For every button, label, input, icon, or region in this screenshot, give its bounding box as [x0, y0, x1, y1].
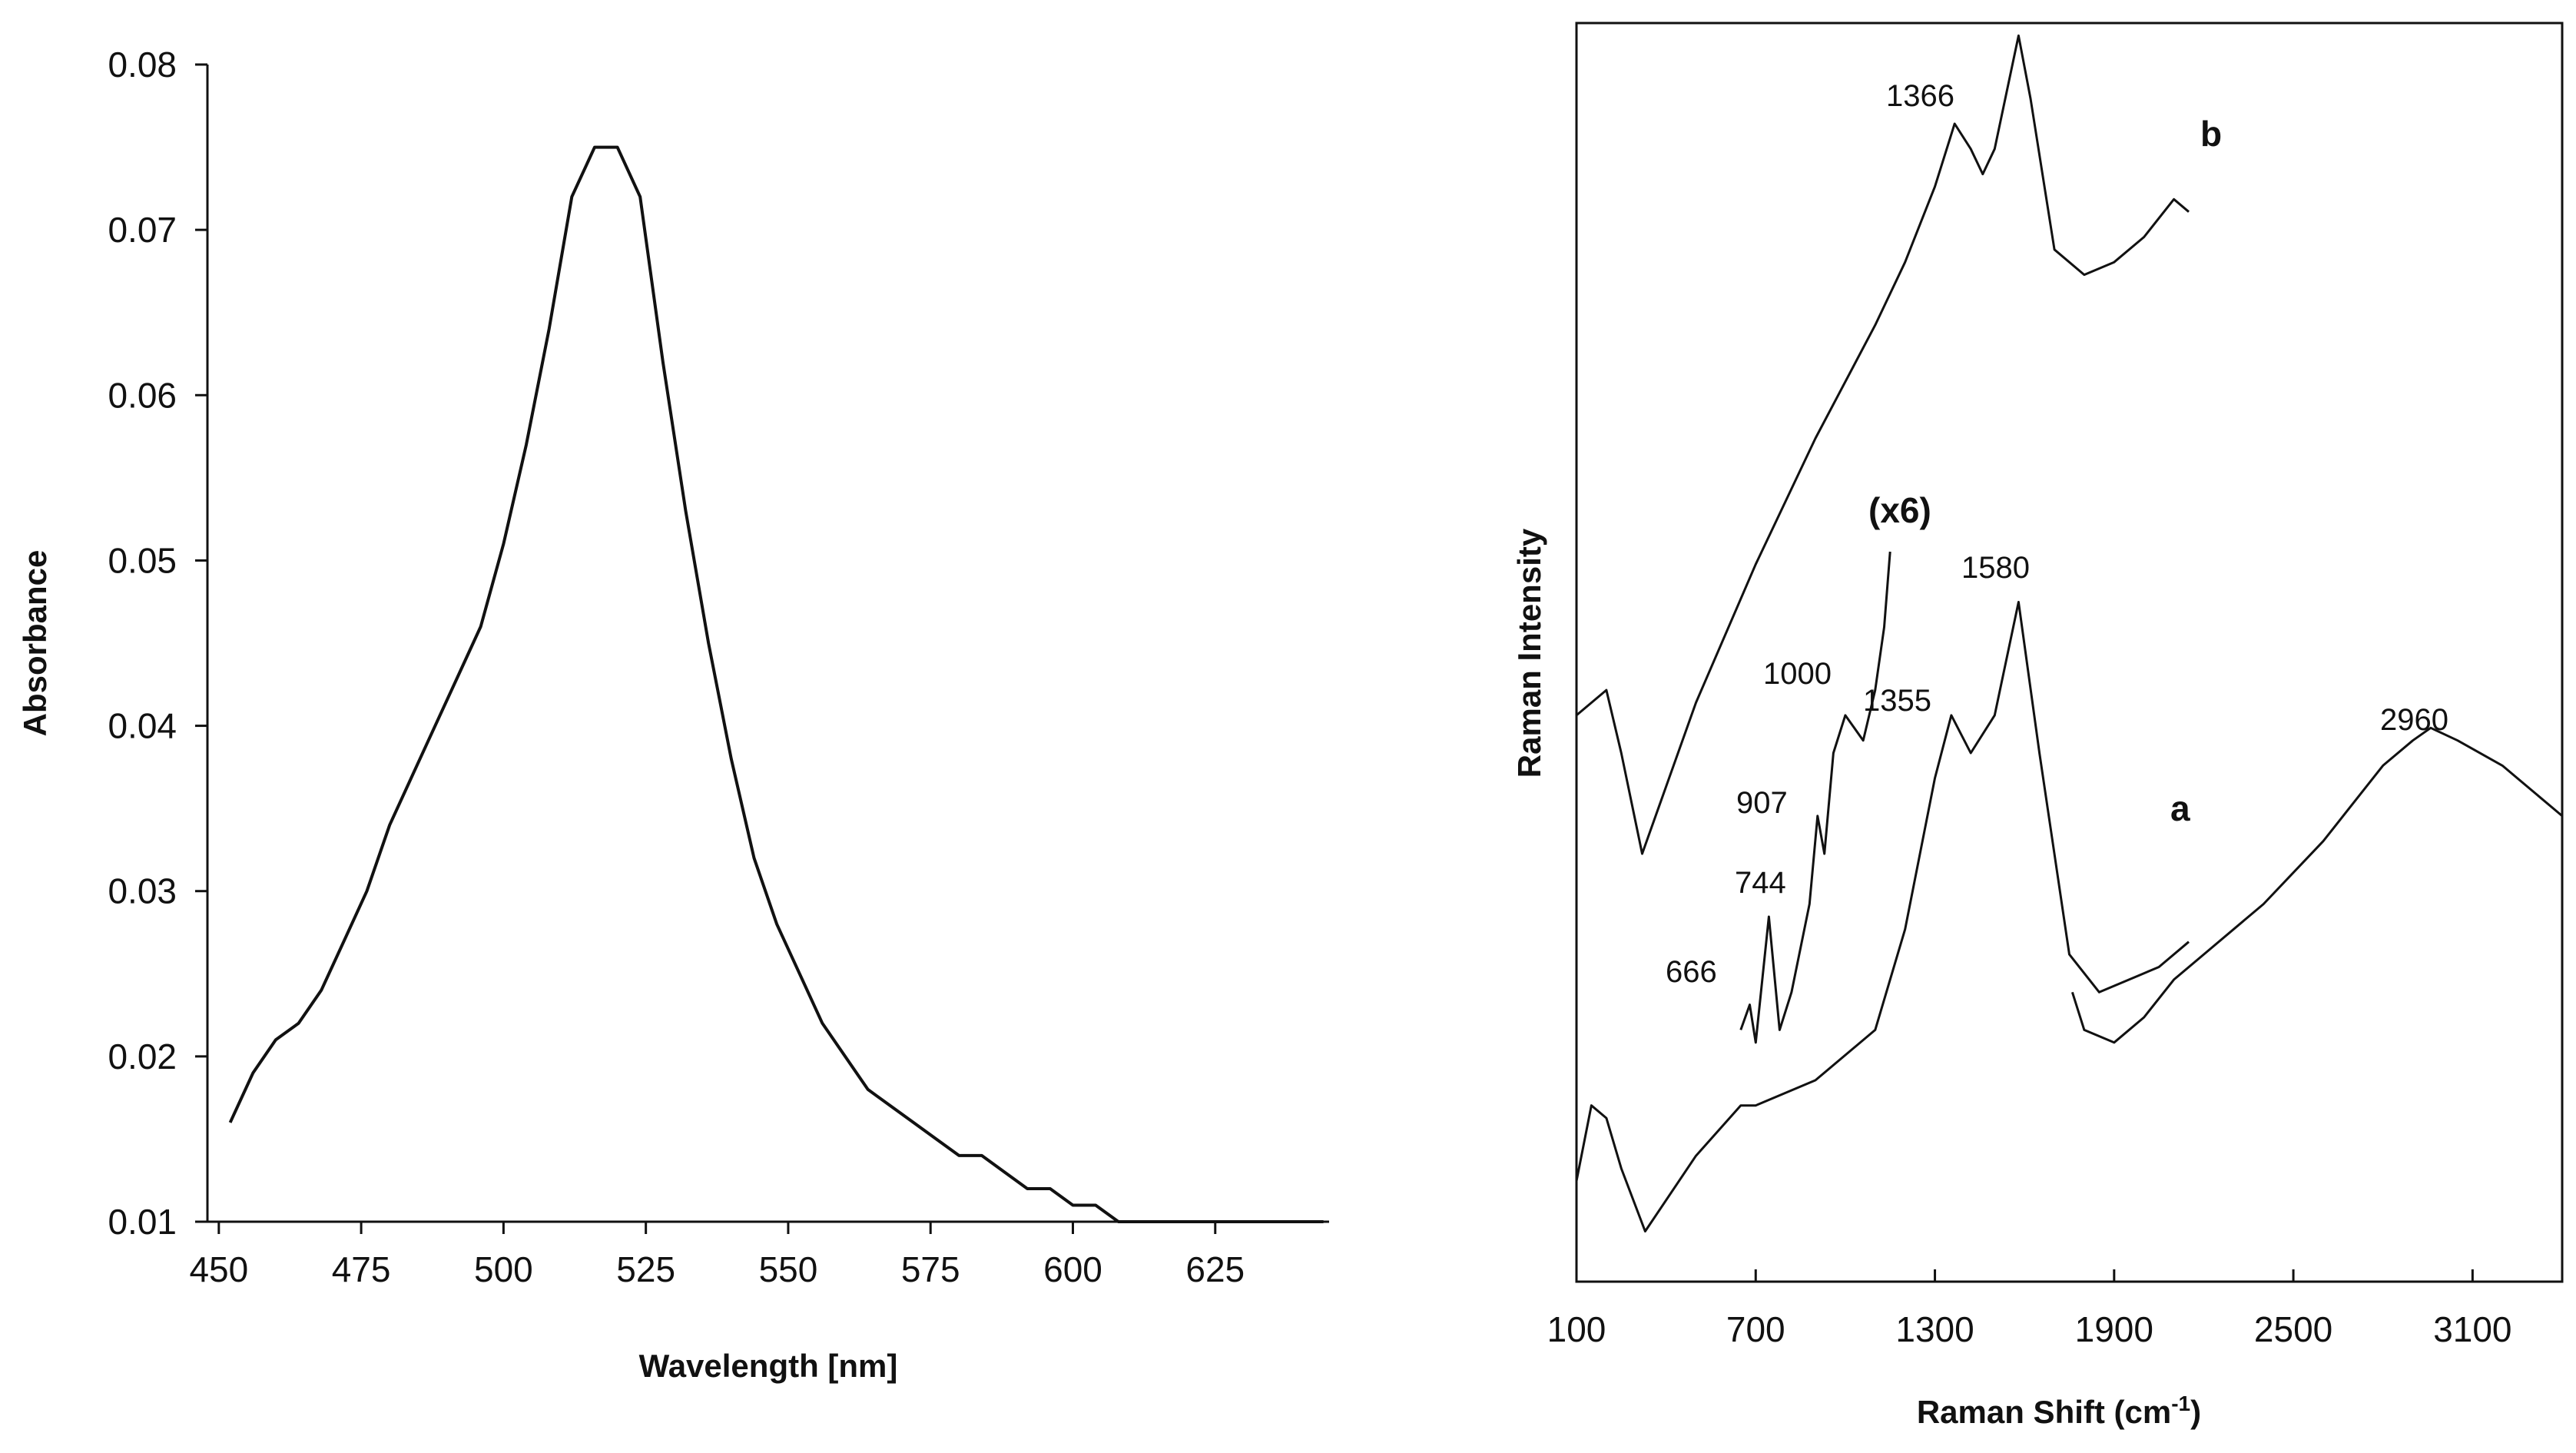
raman-curves	[1575, 34, 2563, 1232]
right-x-axis-label: Raman Shift (cm-1)	[1917, 1392, 2201, 1430]
left-y-tick-label: 0.03	[108, 871, 177, 911]
annotation-2960: 2960	[2380, 703, 2448, 737]
right-x-tick-label: 2500	[2254, 1309, 2332, 1349]
annotation-b: b	[2200, 114, 2222, 154]
left-x-tick-label: 500	[474, 1249, 533, 1289]
left-y-tick-label: 0.01	[108, 1202, 177, 1242]
raman-series-a	[1575, 601, 2190, 1232]
left-y-tick-label: 0.05	[108, 540, 177, 580]
annotation-907: 907	[1736, 786, 1788, 820]
annotation-1355: 1355	[1863, 684, 1931, 718]
left-ticks: 450 475 500 525 550 575 600 625 0.01 0.02 0.03 0.04…	[108, 45, 1245, 1289]
annotation-1580: 1580	[1961, 551, 2030, 585]
annotation-x6: (x6)	[1868, 490, 1931, 530]
left-y-tick-label: 0.07	[108, 210, 177, 250]
annotation-744: 744	[1735, 866, 1786, 900]
left-y-tick-label: 0.04	[108, 706, 177, 746]
absorbance-chart: 450 475 500 525 550 575 600 625 0.01 0.02 0.03 0.04…	[17, 45, 1329, 1384]
right-ticks: 100 700 1300 1900 2500 3100	[1547, 1269, 2512, 1349]
raman-series-b	[1576, 34, 2190, 855]
absorbance-line	[228, 145, 1324, 1223]
right-x-axis-label-close: )	[2190, 1394, 2201, 1430]
annotation-1366: 1366	[1886, 79, 1954, 113]
left-x-tick-label: 625	[1185, 1249, 1245, 1289]
left-x-tick-label: 550	[759, 1249, 818, 1289]
right-x-axis-label-main: Raman Shift (cm	[1917, 1394, 2171, 1430]
left-y-tick-label: 0.02	[108, 1037, 177, 1076]
raman-chart: 100 700 1300 1900 2500 3100 1366 b (x6) 1580 …	[1511, 22, 2564, 1430]
left-x-axis-label: Wavelength [nm]	[639, 1348, 898, 1384]
left-x-tick-label: 475	[332, 1249, 391, 1289]
right-x-tick-label: 1900	[2075, 1309, 2153, 1349]
right-x-tick-label: 700	[1726, 1309, 1785, 1349]
left-y-axis-label: Absorbance	[17, 550, 53, 737]
annotation-666: 666	[1666, 955, 1717, 989]
right-x-tick-label: 100	[1547, 1309, 1606, 1349]
right-x-tick-label: 1300	[1895, 1309, 1974, 1349]
left-x-tick-label: 575	[901, 1249, 960, 1289]
annotation-a: a	[2170, 788, 2190, 828]
left-y-tick-label: 0.06	[108, 375, 177, 415]
right-x-axis-label-sup: -1	[2171, 1392, 2190, 1415]
raman-series--x6-	[1739, 551, 1891, 1044]
left-x-tick-label: 450	[189, 1249, 248, 1289]
left-x-tick-label: 600	[1043, 1249, 1102, 1289]
left-x-tick-label: 525	[616, 1249, 675, 1289]
right-x-tick-label: 3100	[2433, 1309, 2511, 1349]
right-y-axis-label: Raman Intensity	[1511, 528, 1547, 778]
left-axes-frame	[206, 65, 1329, 1223]
right-axes-frame	[1575, 22, 2564, 1283]
raman-series-a-continued	[2070, 726, 2563, 1044]
annotation-1000: 1000	[1763, 657, 1832, 691]
left-y-tick-label: 0.08	[108, 45, 177, 85]
